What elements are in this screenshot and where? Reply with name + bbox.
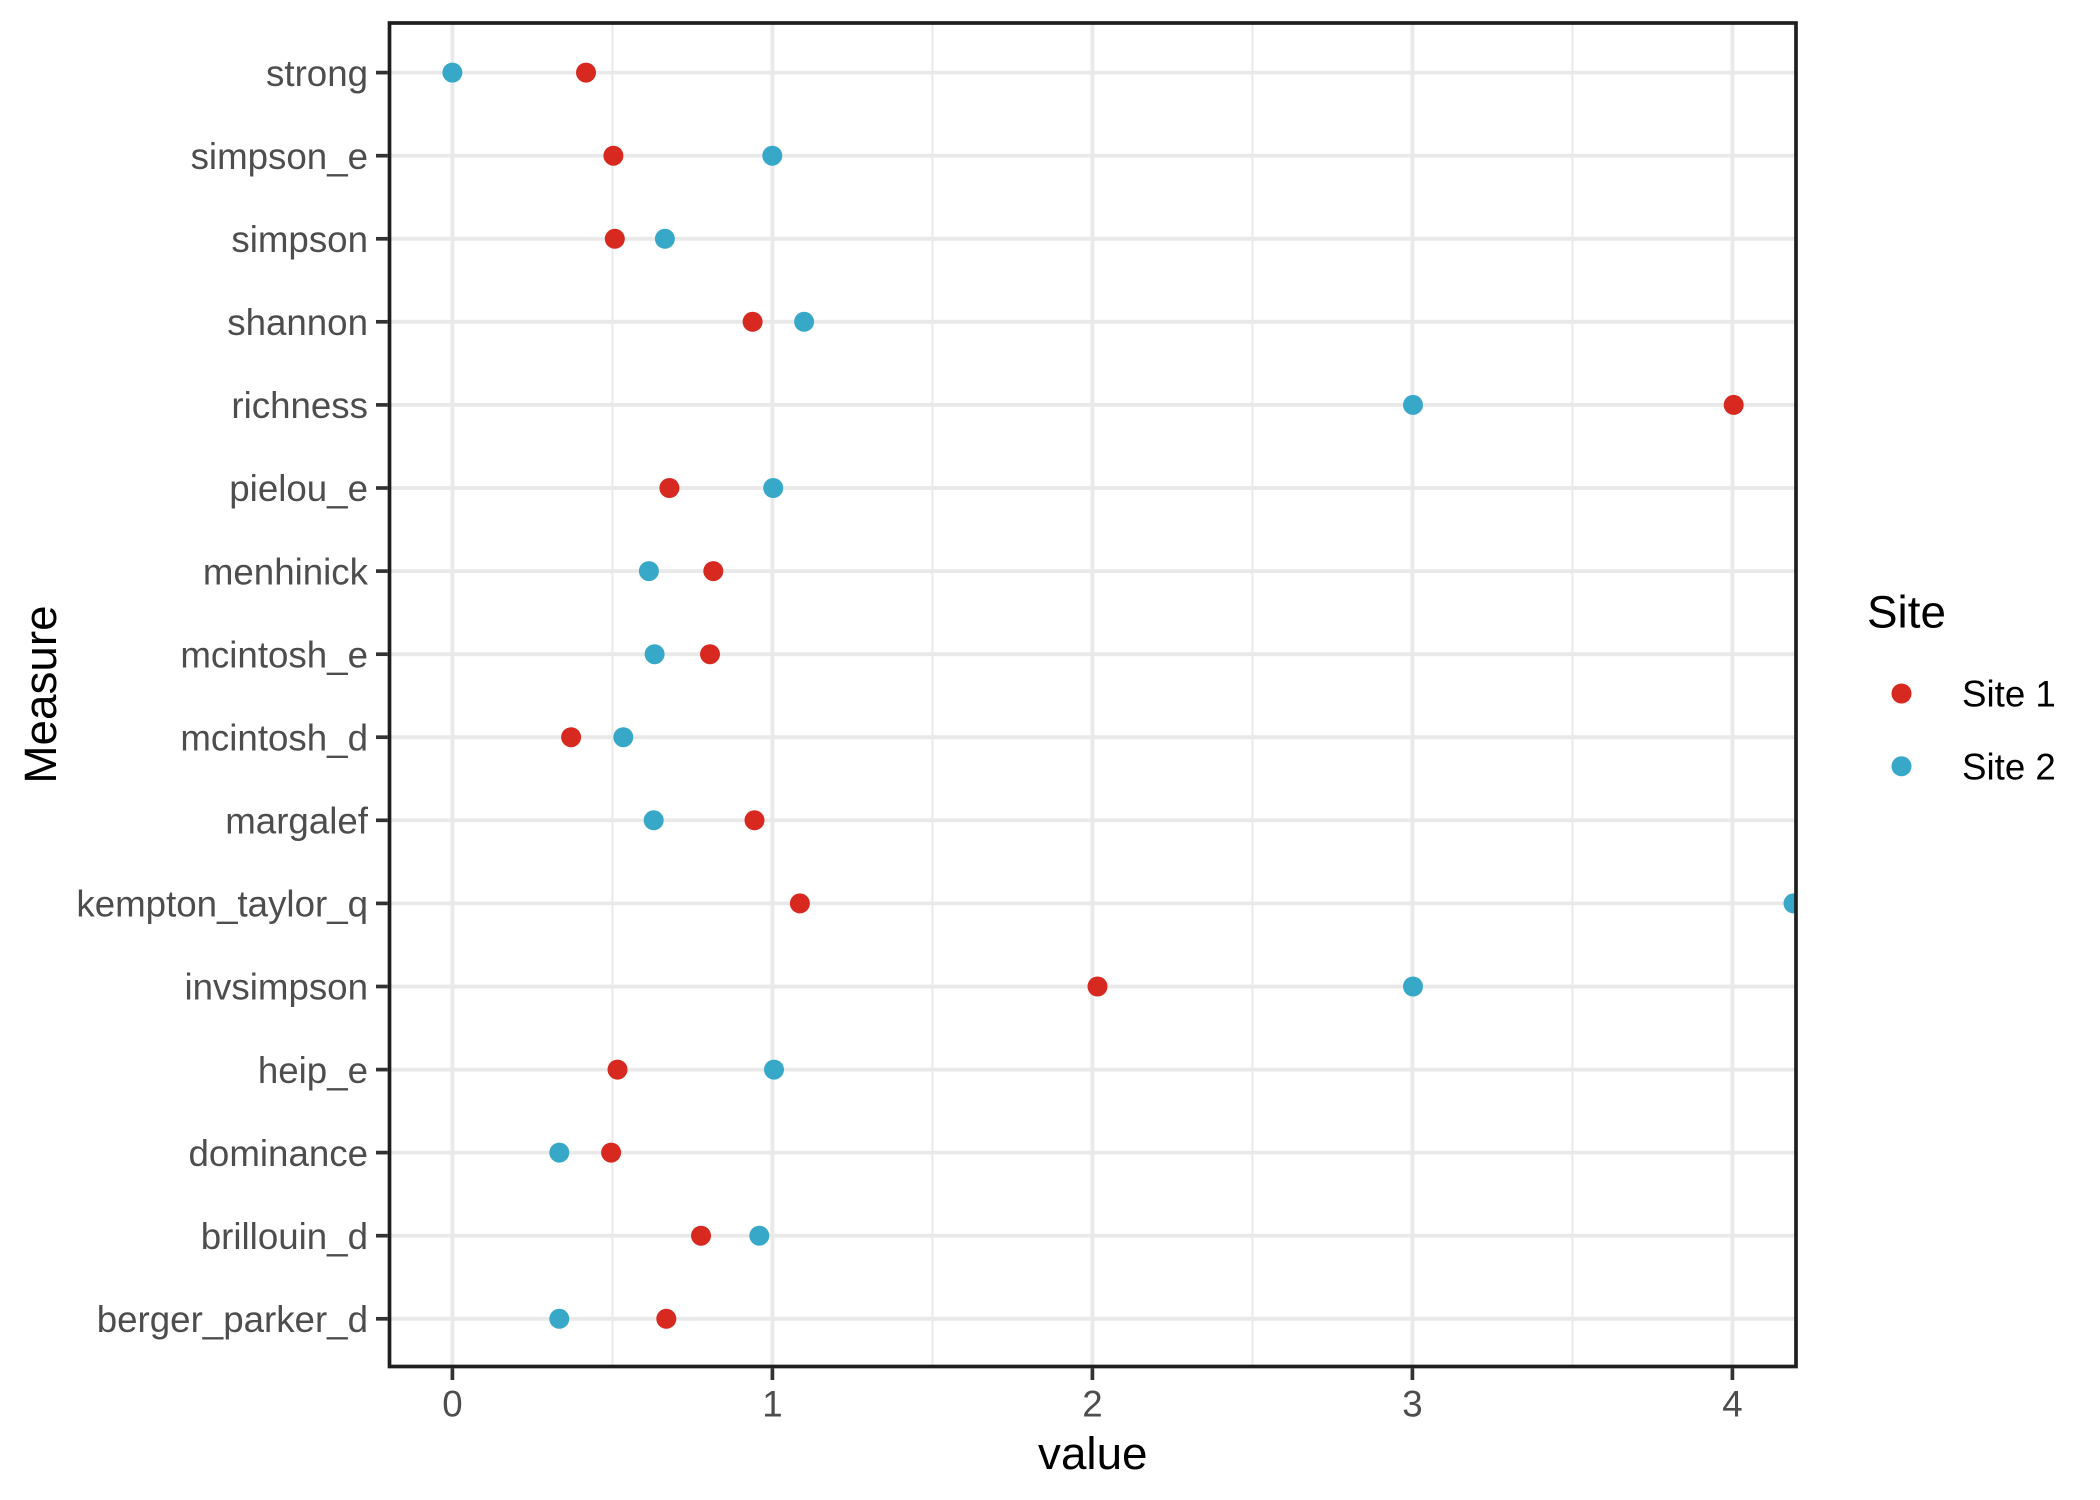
svg-text:0: 0	[442, 1384, 462, 1425]
svg-text:1: 1	[762, 1384, 782, 1425]
svg-text:pielou_e: pielou_e	[229, 468, 368, 509]
svg-text:richness: richness	[231, 385, 368, 426]
svg-text:simpson: simpson	[231, 219, 368, 260]
svg-text:brillouin_d: brillouin_d	[201, 1216, 368, 1257]
svg-text:2: 2	[1082, 1384, 1102, 1425]
svg-text:dominance: dominance	[189, 1133, 368, 1174]
svg-text:kempton_taylor_q: kempton_taylor_q	[76, 884, 368, 925]
svg-text:Site: Site	[1867, 587, 1946, 638]
svg-text:strong: strong	[266, 53, 368, 94]
svg-text:mcintosh_e: mcintosh_e	[180, 634, 368, 675]
svg-text:invsimpson: invsimpson	[184, 967, 368, 1008]
svg-text:3: 3	[1402, 1384, 1422, 1425]
svg-text:Measure: Measure	[15, 605, 66, 783]
svg-text:value: value	[1038, 1428, 1147, 1479]
svg-text:shannon: shannon	[227, 302, 368, 343]
svg-text:simpson_e: simpson_e	[191, 136, 368, 177]
svg-text:Site 2: Site 2	[1962, 747, 2056, 788]
svg-text:menhinick: menhinick	[203, 551, 369, 592]
svg-text:4: 4	[1722, 1384, 1742, 1425]
svg-text:Site 1: Site 1	[1962, 674, 2056, 715]
svg-text:heip_e: heip_e	[258, 1050, 368, 1091]
svg-text:mcintosh_d: mcintosh_d	[180, 717, 368, 758]
svg-text:berger_parker_d: berger_parker_d	[97, 1299, 368, 1340]
svg-text:margalef: margalef	[225, 801, 369, 842]
